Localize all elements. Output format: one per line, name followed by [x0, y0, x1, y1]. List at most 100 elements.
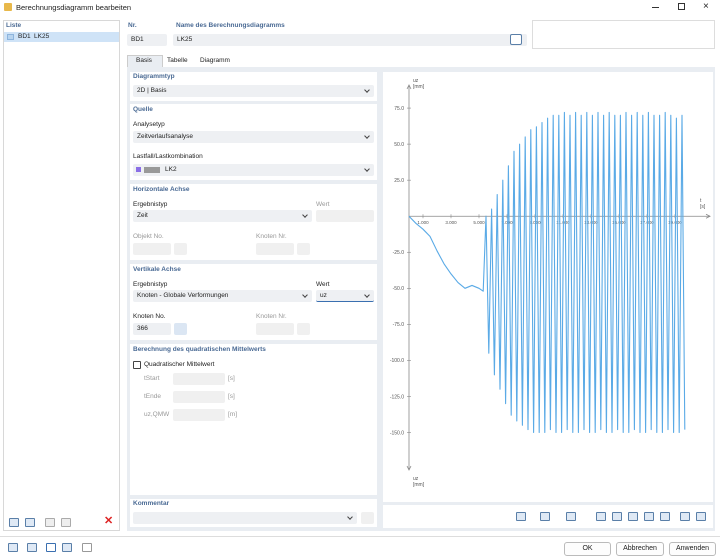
toolbar-button[interactable] — [696, 512, 706, 521]
field-label: Knoten Nr. — [256, 233, 287, 240]
comment-field[interactable] — [133, 512, 357, 524]
info-box — [532, 20, 715, 49]
plot: uz[mm]uz[mm]t[s]75.050.025.0-25.0-50.0-7… — [390, 78, 711, 488]
color-swatch — [136, 167, 141, 172]
section — [130, 184, 377, 260]
dropdown-value: Zeit — [137, 212, 148, 219]
minimize-button[interactable] — [652, 7, 659, 8]
tab[interactable]: Basis — [136, 57, 152, 64]
y-tick-label: 75.0 — [394, 106, 404, 112]
tool-icon[interactable] — [8, 543, 18, 552]
new-button[interactable] — [9, 518, 19, 527]
section-title: Vertikale Achse — [133, 266, 181, 273]
comment-button[interactable] — [361, 512, 374, 524]
dropdown[interactable]: Zeitverlaufsanalyse — [133, 131, 374, 143]
input — [173, 409, 225, 421]
dropdown[interactable]: uz — [316, 290, 374, 302]
pick-button[interactable] — [174, 323, 187, 335]
y-axis-label: uz — [413, 78, 419, 84]
axis-arrow — [406, 465, 412, 471]
x-axis-unit: [s] — [700, 204, 706, 210]
toolbar-button[interactable] — [612, 512, 622, 521]
name-label: Name des Berechnungsdiagramms — [176, 22, 285, 29]
input — [256, 323, 294, 335]
y-tick-label: -75.0 — [393, 322, 405, 328]
delete-button[interactable]: ✕ — [104, 515, 114, 527]
input[interactable]: 366 — [133, 323, 171, 335]
name-field[interactable]: LK25 — [173, 34, 527, 46]
item-icon — [7, 34, 14, 40]
dropdown[interactable]: Knoten - Globale Verformungen — [133, 290, 312, 302]
toolbar-button[interactable] — [540, 512, 550, 521]
field-label: tStart — [144, 375, 160, 382]
toolbar-button[interactable] — [644, 512, 654, 521]
edit-name-button[interactable] — [510, 34, 522, 45]
section-title: Diagrammtyp — [133, 73, 175, 80]
toolbar-button[interactable] — [516, 512, 526, 521]
dropdown[interactable]: Zeit — [133, 210, 312, 222]
y-axis-unit: [mm] — [413, 84, 425, 90]
value-field — [316, 210, 374, 222]
axis-arrow — [705, 213, 711, 219]
y-tick-label: -50.0 — [393, 286, 405, 292]
tab[interactable]: Diagramm — [200, 57, 230, 64]
section — [130, 344, 377, 495]
pick-button — [174, 243, 187, 255]
field-label: Objekt No. — [133, 233, 164, 240]
checkbox[interactable] — [133, 361, 141, 369]
x-axis-label: t — [700, 198, 702, 204]
tab[interactable]: Tabelle — [167, 57, 188, 64]
list-item[interactable]: BD1 LK25 — [4, 32, 119, 42]
toolbar-button[interactable] — [566, 512, 576, 521]
section-title: Berechnung des quadratischen Mittelwerts — [133, 346, 266, 353]
cancel-button[interactable]: Abbrechen — [616, 542, 664, 556]
input — [133, 243, 171, 255]
tool-icon[interactable] — [46, 543, 56, 552]
dropdown-value: Knoten - Globale Verformungen — [137, 292, 229, 299]
list-header: Liste — [6, 22, 22, 29]
section — [130, 264, 377, 340]
input — [173, 391, 225, 403]
field-label: Wert — [316, 281, 330, 288]
y-tick-label: -125.0 — [390, 394, 404, 400]
dropdown-value: 2D | Basis — [137, 87, 167, 94]
tool-icon[interactable] — [27, 543, 37, 552]
nr-field[interactable]: BD1 — [127, 34, 167, 46]
dropdown-value: uz — [320, 292, 327, 299]
field-label: tEnde — [144, 393, 161, 400]
y-tick-label: -25.0 — [393, 250, 405, 256]
dropdown[interactable]: 2D | Basis — [133, 85, 374, 97]
toolbar-button[interactable] — [596, 512, 606, 521]
uncheck-button[interactable] — [61, 518, 71, 527]
field-label: uz,QMW — [144, 411, 170, 418]
dropdown-value: LK2 — [165, 166, 177, 173]
ok-button[interactable]: OK — [564, 542, 611, 556]
maximize-button[interactable] — [678, 3, 685, 10]
tool-icon[interactable] — [62, 543, 72, 552]
y-tick-label: -100.0 — [390, 358, 404, 364]
close-button[interactable]: × — [703, 1, 709, 12]
toolbar-button[interactable] — [628, 512, 638, 521]
check-button[interactable] — [45, 518, 55, 527]
field-label: Knoten Nr. — [256, 313, 287, 320]
field-label: Ergebnistyp — [133, 201, 168, 208]
copy-button[interactable] — [25, 518, 35, 527]
x-tick-label: 5.000 — [473, 220, 485, 225]
item-name: LK25 — [34, 33, 50, 40]
tool-icon[interactable] — [82, 543, 92, 552]
axis-arrow — [406, 84, 412, 90]
field-label: Knoten No. — [133, 313, 166, 320]
apply-button[interactable]: Anwenden — [669, 542, 716, 556]
input — [173, 373, 225, 385]
dropdown[interactable]: LK2 — [133, 164, 374, 176]
dropdown-value: Zeitverlaufsanalyse — [137, 133, 193, 140]
y-tick-label: -150.0 — [390, 430, 404, 436]
field-label: Analysetyp — [133, 121, 165, 128]
checkbox-label: Quadratischer Mittelwert — [144, 361, 215, 368]
toolbar-button[interactable] — [680, 512, 690, 521]
tab-active[interactable] — [127, 55, 163, 68]
toolbar-button[interactable] — [660, 512, 670, 521]
field-label: Wert — [316, 201, 330, 208]
section-title: Kommentar — [133, 500, 170, 507]
list-panel — [3, 20, 120, 531]
